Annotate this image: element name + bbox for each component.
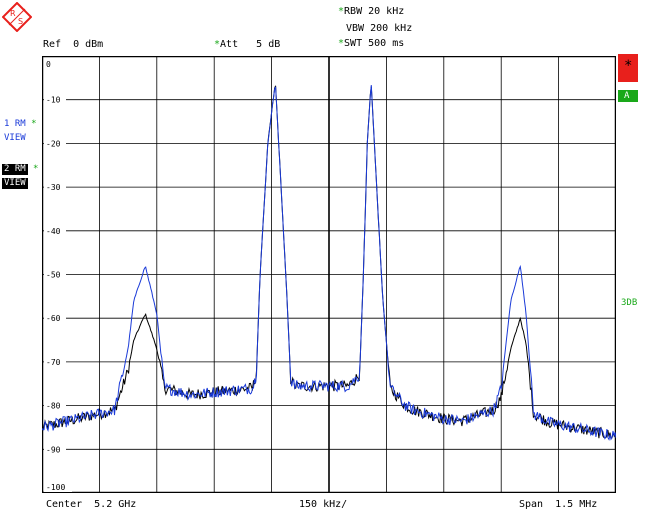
span-label: Span 1.5 MHz [519,499,598,510]
y-tick-bg [44,225,66,236]
swt-label: SWT 500 ms [344,38,405,49]
3db-label: 3DB [621,298,638,308]
trace2-marker: * [33,164,39,174]
trace1-mode-label: 1 RM [4,119,26,129]
trace1-marker: * [25,119,37,129]
trace1-view[interactable]: VIEW [4,133,26,143]
svg-text:S: S [18,17,23,26]
marker-status-box[interactable]: * [618,54,638,82]
trace1-mode[interactable]: 1 RM * [2,119,39,130]
trace-1-rm [42,85,616,441]
y-tick-bg [44,400,66,411]
vbw-label: VBW 200 kHz [346,23,413,34]
trace-2-rm [42,85,616,439]
y-tick-bg [44,59,54,69]
swt-setting: *SWT 500 ms [338,38,404,50]
y-tick-label: -10 [46,96,61,105]
y-tick-bg [44,313,66,324]
att-setting: *Att 5 dB [214,39,280,51]
trace-a-label: A [624,91,630,101]
rohde-schwarz-logo-icon: R S [2,2,32,32]
y-tick-bg [44,444,66,455]
y-tick-label: -40 [46,227,61,236]
y-tick-bg [44,269,66,280]
y-tick-label: -80 [46,402,61,411]
per-division-label: 150 kHz/ [299,499,348,510]
center-frequency-label: Center 5.2 GHz [46,499,137,510]
trace-series [42,85,616,441]
y-tick-bg [44,482,72,492]
y-tick-label: 0 [46,60,51,69]
y-tick-label: -70 [46,358,61,367]
rbw-coupled-marker: * [338,6,345,17]
y-tick-label: -20 [46,139,61,148]
trace2-mode[interactable]: 2 RM [2,164,28,175]
rbw-label: RBW 20 kHz [344,6,405,17]
spectrum-plot[interactable]: 0 -10 -20 -30 -40 -50 -60 -70 -80 -90 -100 [42,56,616,493]
trace-a-indicator[interactable]: A [618,90,638,102]
y-tick-label: -60 [46,314,61,323]
svg-text:R: R [10,9,16,18]
y-tick-bg [44,356,66,367]
y-tick-bg [44,138,66,149]
att-coupled-marker: * [214,39,221,50]
y-tick-label: -100 [46,483,65,492]
swt-coupled-marker: * [338,38,345,49]
y-tick-labels: 0 -10 -20 -30 -40 -50 -60 -70 -80 -90 -100 [44,59,72,492]
rbw-setting: *RBW 20 kHz [338,6,404,18]
y-tick-label: -90 [46,445,61,454]
trace2-view[interactable]: VIEW [2,178,28,189]
trace2-mode-label: 2 RM [4,164,26,174]
star-icon: * [624,58,633,74]
att-label: Att 5 dB [220,39,281,50]
y-tick-label: -50 [46,271,61,280]
plot-grid [42,56,616,493]
ref-level-label: Ref 0 dBm [43,39,104,50]
y-tick-bg [44,182,66,193]
y-tick-bg [44,94,66,105]
y-tick-label: -30 [46,183,61,192]
